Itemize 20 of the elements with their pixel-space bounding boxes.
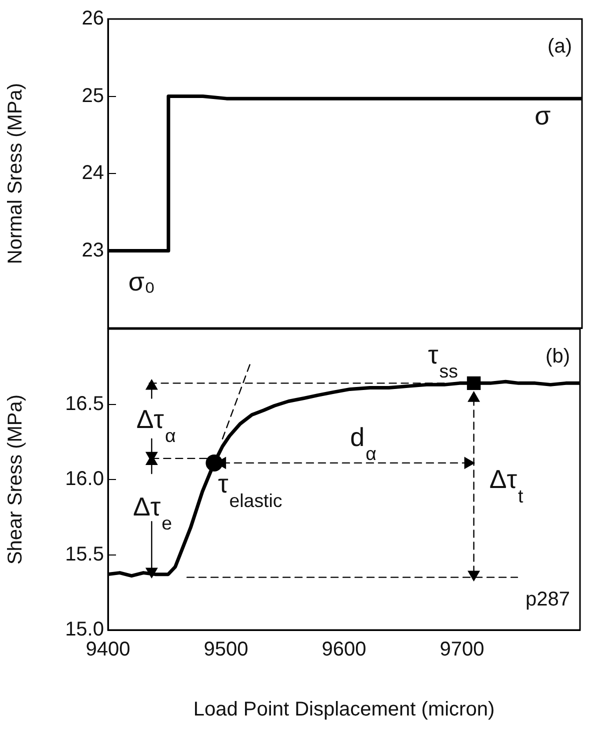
annotation: σ bbox=[534, 100, 551, 130]
y-axis-title: Normal Sress (MPa) bbox=[4, 82, 27, 264]
annotation: (b) bbox=[546, 346, 570, 368]
y-tick-label: 25 bbox=[82, 84, 104, 107]
y-tick-label: 16.5 bbox=[65, 392, 104, 415]
y-tick-label: 16.0 bbox=[65, 468, 104, 490]
annotation: p287 bbox=[526, 588, 570, 611]
y-axis-title: Shear Sress (MPa) bbox=[4, 394, 27, 565]
x-tick-label: 9700 bbox=[440, 638, 484, 661]
x-tick-label: 9400 bbox=[86, 638, 130, 661]
annotation: (a) bbox=[548, 36, 572, 58]
y-tick-label: 23 bbox=[82, 239, 104, 262]
y-tick-label: 24 bbox=[82, 162, 104, 184]
y-tick-label: 15.5 bbox=[65, 543, 104, 566]
x-axis-title: Load Point Displacement (micron) bbox=[193, 698, 495, 721]
x-tick-label: 9600 bbox=[322, 638, 366, 661]
annotation: σ₀ bbox=[128, 266, 156, 296]
y-tick-label: 26 bbox=[82, 8, 104, 30]
x-tick-label: 9500 bbox=[204, 638, 248, 661]
y-tick-label: 15.0 bbox=[65, 618, 104, 641]
